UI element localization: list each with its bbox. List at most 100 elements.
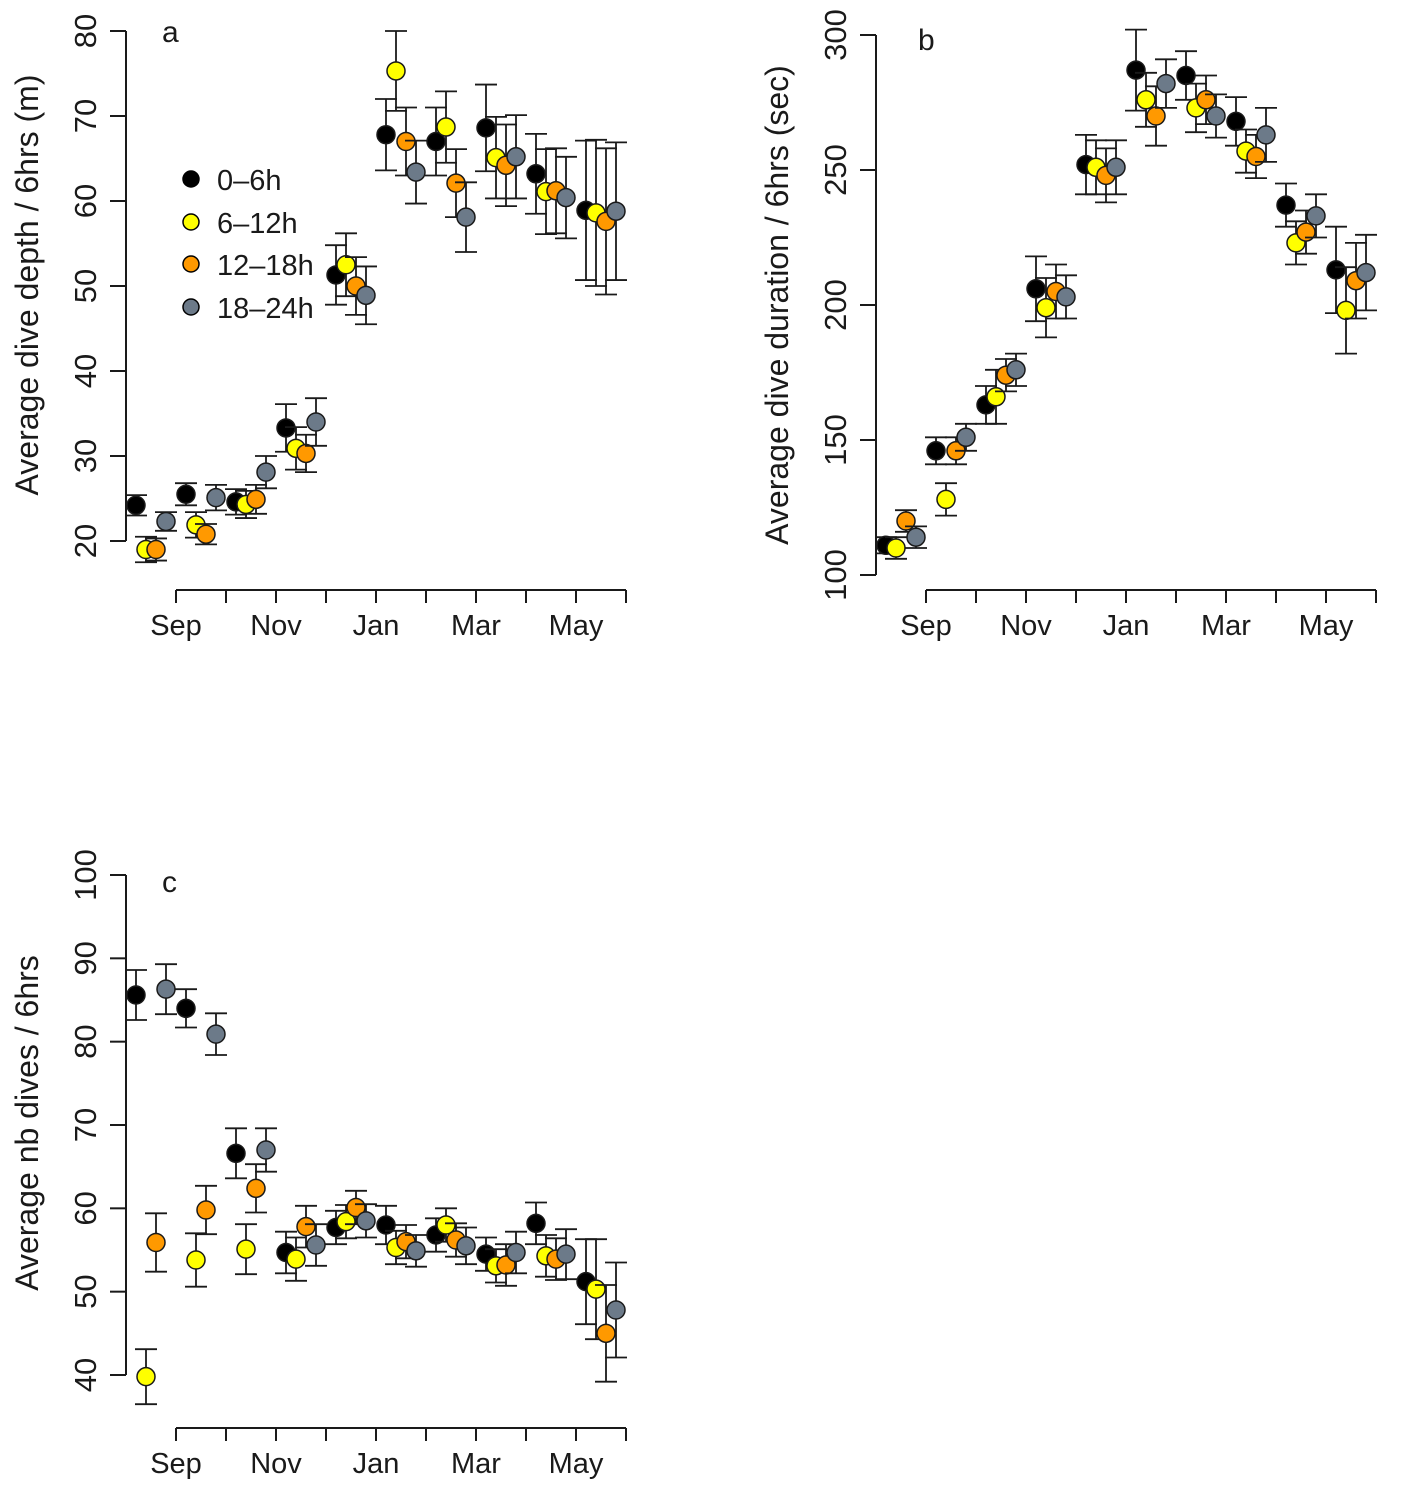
b-point-0-6h — [1276, 195, 1296, 215]
c-series-18-24h — [155, 963, 627, 1359]
c-series-6-12h — [135, 1204, 607, 1406]
b-point-18-24h — [956, 427, 976, 448]
b-point-12-18h — [1246, 146, 1266, 167]
b-y-tick-label: 250 — [818, 144, 853, 196]
b-point-0-6h — [1326, 260, 1346, 280]
b-point-18-24h — [1006, 360, 1026, 380]
b-series-18-24h — [905, 58, 1377, 549]
b-y-tick-label: 150 — [818, 414, 853, 466]
c-series-12-18h — [145, 1163, 617, 1383]
panel-c: 40 50 60 70 80 90 100 Sep Nov Jan Mar May c Average… — [9, 849, 627, 1480]
b-point-0-6h — [1226, 111, 1246, 132]
a-y-tick-label: 20 — [68, 524, 103, 558]
c-point-6-12h — [186, 1250, 206, 1270]
c-y-tick-label: 60 — [68, 1191, 103, 1225]
panel-b-axes: 100 150 200 250 300 Sep Nov Jan Mar May — [818, 9, 1377, 642]
panel-c-ylabel: Average nb dives / 6hrs — [9, 955, 45, 1291]
c-point-18-24h — [306, 1235, 326, 1255]
a-y-tick-label: 30 — [68, 439, 103, 473]
panel-c-axes: 40 50 60 70 80 90 100 Sep Nov Jan Mar May — [68, 849, 627, 1480]
c-point-12-18h — [596, 1323, 616, 1344]
a-x-tick-label: Sep — [150, 610, 202, 642]
c-y-tick-label: 80 — [68, 1024, 103, 1058]
legend-marker-18-24h — [182, 298, 200, 316]
c-point-6-12h — [436, 1215, 456, 1235]
c-point-0-6h — [526, 1213, 546, 1234]
b-point-12-18h — [1296, 222, 1316, 242]
a-point-12-18h — [146, 539, 166, 560]
b-series-6-12h — [885, 71, 1357, 560]
panel-a: 20 30 40 50 60 70 80 Sep Nov Jan Mar May a Average … — [9, 14, 627, 642]
b-point-18-24h — [1306, 206, 1326, 226]
a-x-tick-label: Nov — [250, 610, 302, 642]
panel-a-letter: a — [162, 16, 179, 49]
c-point-12-18h — [196, 1200, 216, 1220]
panel-a-axes: 20 30 40 50 60 70 80 Sep Nov Jan Mar May — [68, 14, 627, 642]
c-y-tick-label: 70 — [68, 1108, 103, 1142]
legend: 0–6h 6–12h 12–18h 18–24h — [182, 165, 314, 325]
a-point-0-6h — [126, 495, 146, 516]
c-y-tick-label: 40 — [68, 1358, 103, 1392]
c-x-tick-label: Sep — [150, 1448, 202, 1480]
c-point-6-12h — [286, 1249, 306, 1269]
b-x-tick-label: Sep — [900, 610, 952, 642]
a-point-18-24h — [406, 162, 426, 182]
a-point-18-24h — [606, 201, 626, 221]
b-y-tick-label: 200 — [818, 279, 853, 331]
b-point-18-24h — [906, 527, 926, 547]
c-point-18-24h — [606, 1300, 626, 1320]
c-point-6-12h — [236, 1239, 256, 1259]
a-y-tick-label: 40 — [68, 354, 103, 388]
panel-b-letter: b — [918, 24, 935, 57]
a-y-tick-label: 60 — [68, 184, 103, 218]
a-point-0-6h — [376, 124, 396, 145]
a-point-18-24h — [306, 412, 326, 432]
b-y-tick-label: 300 — [818, 9, 853, 61]
a-point-6-12h — [436, 117, 456, 137]
c-point-12-18h — [246, 1178, 266, 1199]
a-point-18-24h — [206, 487, 226, 508]
c-point-12-18h — [296, 1216, 316, 1237]
c-point-18-24h — [556, 1244, 576, 1264]
b-x-tick-label: May — [1299, 610, 1354, 642]
a-series-0-6h — [125, 83, 597, 517]
a-x-tick-label: Mar — [451, 610, 501, 642]
a-point-6-12h — [386, 61, 406, 81]
b-point-18-24h — [1156, 73, 1176, 94]
c-point-18-24h — [406, 1241, 426, 1261]
panel-b: 100 150 200 250 300 Sep Nov Jan Mar May b Average… — [759, 9, 1377, 642]
b-x-tick-label: Jan — [1103, 610, 1150, 642]
b-point-6-12h — [1336, 300, 1356, 321]
legend-marker-6-12h — [182, 213, 200, 231]
b-point-0-6h — [1126, 60, 1146, 80]
c-point-18-24h — [256, 1140, 276, 1160]
c-y-tick-label: 100 — [68, 849, 103, 901]
b-y-tick-label: 100 — [818, 549, 853, 601]
c-point-12-18h — [146, 1232, 166, 1253]
a-series-18-24h — [155, 114, 627, 532]
c-point-6-12h — [586, 1279, 606, 1299]
b-x-tick-label: Mar — [1201, 610, 1251, 642]
a-point-18-24h — [256, 462, 276, 482]
b-point-12-18h — [1146, 106, 1166, 126]
a-point-12-18h — [296, 443, 316, 464]
a-point-0-6h — [476, 118, 496, 138]
c-x-tick-label: Mar — [451, 1448, 501, 1480]
c-point-6-12h — [136, 1366, 156, 1387]
b-point-18-24h — [1256, 125, 1276, 145]
b-point-6-12h — [1136, 90, 1156, 110]
b-point-0-6h — [1026, 279, 1046, 299]
a-point-12-18h — [196, 524, 216, 544]
b-point-6-12h — [886, 538, 906, 558]
b-point-18-24h — [1056, 287, 1076, 307]
b-series-12-18h — [895, 74, 1367, 533]
b-point-18-24h — [1106, 157, 1126, 178]
legend-label-18-24h: 18–24h — [217, 293, 314, 325]
c-x-tick-label: May — [549, 1448, 604, 1480]
c-point-18-24h — [356, 1211, 376, 1231]
c-point-0-6h — [126, 985, 146, 1005]
a-point-0-6h — [526, 164, 546, 184]
panel-a-marks — [125, 30, 627, 564]
b-point-0-6h — [1176, 65, 1196, 86]
